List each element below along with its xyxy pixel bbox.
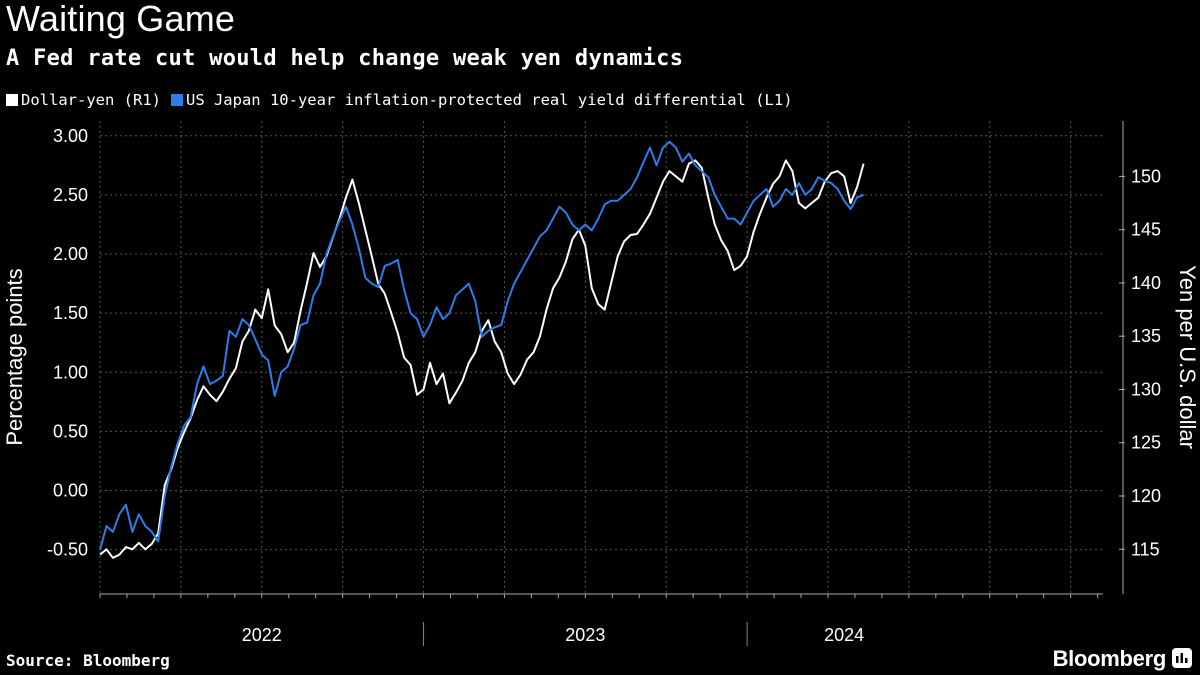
y-left-tick-label: 0.00 (53, 481, 88, 501)
x-year-label: 2024 (824, 625, 864, 645)
y-left-tick-label: 2.50 (53, 185, 88, 205)
y-left-axis-title: Percentage points (2, 268, 27, 445)
chart-subtitle: A Fed rate cut would help change weak ye… (6, 46, 684, 71)
y-right-tick-label: 150 (1131, 166, 1161, 186)
y-right-tick-label: 120 (1131, 486, 1161, 506)
source-note: Source: Bloomberg (6, 651, 170, 670)
y-right-tick-label: 145 (1131, 220, 1161, 240)
y-left-tick-label: -0.50 (47, 540, 88, 560)
x-year-label: 2022 (242, 625, 282, 645)
series-line-yield-diff (99, 140, 864, 550)
y-left-tick-label: 1.50 (53, 303, 88, 323)
legend: Dollar-yen (R1) US Japan 10-year inflati… (6, 91, 803, 109)
y-left-tick-label: 2.00 (53, 244, 88, 264)
y-left-tick-label: 3.00 (53, 126, 88, 146)
y-right-tick-label: 140 (1131, 273, 1161, 293)
y-left-tick-label: 1.00 (53, 362, 88, 382)
legend-item-dollar-yen: Dollar-yen (R1) (6, 91, 161, 109)
legend-item-yield-diff: US Japan 10-year inflation-protected rea… (170, 91, 793, 109)
brand-logo-text: Bloomberg (1052, 646, 1167, 671)
y-right-tick-label: 115 (1131, 539, 1160, 559)
legend-swatch-yield-diff (170, 94, 183, 106)
y-right-tick-label: 130 (1131, 379, 1161, 399)
bloomberg-logo-icon (1172, 648, 1192, 668)
y-right-axis-title: Yen per U.S. dollar (1175, 265, 1200, 449)
y-right-tick-label: 125 (1131, 433, 1161, 453)
series-line-dollar-yen (99, 159, 865, 559)
legend-swatch-dollar-yen (6, 94, 18, 106)
chart-title: Waiting Game (6, 0, 236, 39)
legend-label-yield-diff: US Japan 10-year inflation-protected rea… (185, 91, 793, 109)
x-year-label: 2023 (565, 625, 605, 645)
legend-label-dollar-yen: Dollar-yen (R1) (21, 91, 161, 109)
y-right-tick-label: 135 (1131, 326, 1161, 346)
y-left-tick-label: 0.50 (53, 421, 88, 441)
